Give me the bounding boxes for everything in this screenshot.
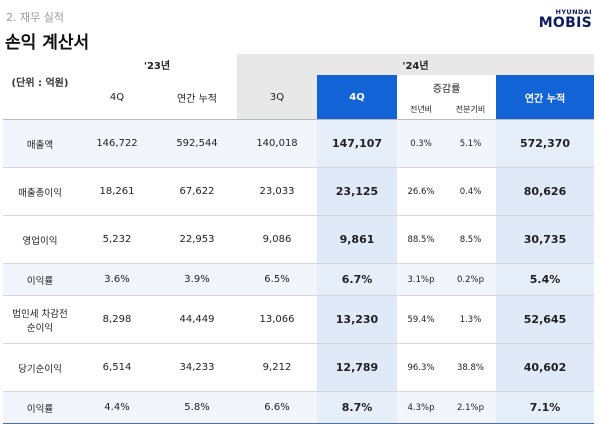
cell: 3.9% [157,263,237,296]
logo-line1: HYUNDAI [555,8,592,16]
row-label-line2: 순이익 [26,322,54,334]
row-label: 법인세 차감전 순이익 [3,295,77,344]
cell: 13,066 [237,295,317,344]
cell: 6,514 [77,343,157,392]
cell: 4.4% [77,391,157,424]
cell: 38.8% [445,343,496,392]
cell: 59.4% [397,295,445,344]
cell: 592,544 [157,119,237,168]
cell-highlight: 30,735 [496,215,595,264]
cell: 5.8% [157,391,237,424]
cell: 8,298 [77,295,157,344]
table-row: 매출총이익 18,261 67,622 23,033 23,125 26.6% … [3,167,595,216]
cell: 22,953 [157,215,237,264]
row-label-line1: 법인세 차감전 [12,308,68,320]
cell-highlight: 5.4% [496,263,595,296]
cell: 2.1%p [445,391,496,424]
cell: 5.1% [445,119,496,168]
cell-highlight: 13,230 [317,295,397,344]
logo-line2: MOBIS [538,15,592,31]
cell: 3.1%p [397,263,445,296]
page-title: 손익 계산서 [5,33,90,53]
cell: 0.3% [397,119,445,168]
table-row: 법인세 차감전 순이익 8,298 44,449 13,066 13,230 5… [3,295,595,344]
cell-highlight: 7.1% [496,391,595,424]
header-2024-4q: 4Q [317,75,397,120]
cell-highlight: 9,861 [317,215,397,264]
header-2023-annual: 연간 누적 [177,93,217,105]
header-year-2024: '24년 [237,54,595,75]
cell: 8.5% [445,215,496,264]
cell: 5,232 [77,215,157,264]
header-qoq: 전분기비 [455,104,486,114]
header-2024-annual: 연간 누적 [496,75,595,120]
cell-highlight: 8.7% [317,391,397,424]
cell-highlight: 80,626 [496,167,595,216]
income-statement-table: (단위 : 억원) '23년 '24년 4Q 연간 누적 3Q 4Q 증감률 연… [3,54,595,424]
table-row: 이익률 4.4% 5.8% 6.6% 8.7% 4.3%p 2.1%p 7.1% [3,391,595,424]
cell: 18,261 [77,167,157,216]
cell: 67,622 [157,167,237,216]
header-year-2023: '23년 [143,61,171,72]
header-change-rate: 증감률 [397,75,496,99]
table-row: 영업이익 5,232 22,953 9,086 9,861 88.5% 8.5%… [3,215,595,264]
header-2023-4q: 4Q [109,91,125,103]
cell: 146,722 [77,119,157,168]
cell: 88.5% [397,215,445,264]
table-row: 매출액 146,722 592,544 140,018 147,107 0.3%… [3,119,595,168]
company-logo: HYUNDAI MOBIS [539,8,592,31]
cell-highlight: 147,107 [317,119,397,168]
cell: 96.3% [397,343,445,392]
row-label: 이익률 [3,391,77,424]
cell: 0.2%p [445,263,496,296]
table-row: 당기순이익 6,514 34,233 9,212 12,789 96.3% 38… [3,343,595,392]
row-label: 당기순이익 [3,343,77,392]
header-2024-3q: 3Q [237,75,317,120]
cell-highlight: 23,125 [317,167,397,216]
row-label: 매출액 [3,119,77,168]
cell: 6.5% [237,263,317,296]
cell: 140,018 [237,119,317,168]
cell: 1.3% [445,295,496,344]
row-label: 매출총이익 [3,167,77,216]
cell: 6.6% [237,391,317,424]
section-label: 2. 재무 실적 [6,11,64,24]
cell: 4.3%p [397,391,445,424]
cell: 9,086 [237,215,317,264]
header-yoy: 전년비 [409,104,433,114]
cell: 26.6% [397,167,445,216]
cell: 44,449 [157,295,237,344]
unit-label: (단위 : 억원) [11,78,69,89]
cell-highlight: 52,645 [496,295,595,344]
cell-highlight: 40,602 [496,343,595,392]
row-label: 영업이익 [3,215,77,264]
cell-highlight: 12,789 [317,343,397,392]
cell-highlight: 6.7% [317,263,397,296]
cell: 3.6% [77,263,157,296]
table-row: 이익률 3.6% 3.9% 6.5% 6.7% 3.1%p 0.2%p 5.4% [3,263,595,296]
cell: 34,233 [157,343,237,392]
cell: 9,212 [237,343,317,392]
cell: 23,033 [237,167,317,216]
cell-highlight: 572,370 [496,119,595,168]
cell: 0.4% [445,167,496,216]
row-label: 이익률 [3,263,77,296]
